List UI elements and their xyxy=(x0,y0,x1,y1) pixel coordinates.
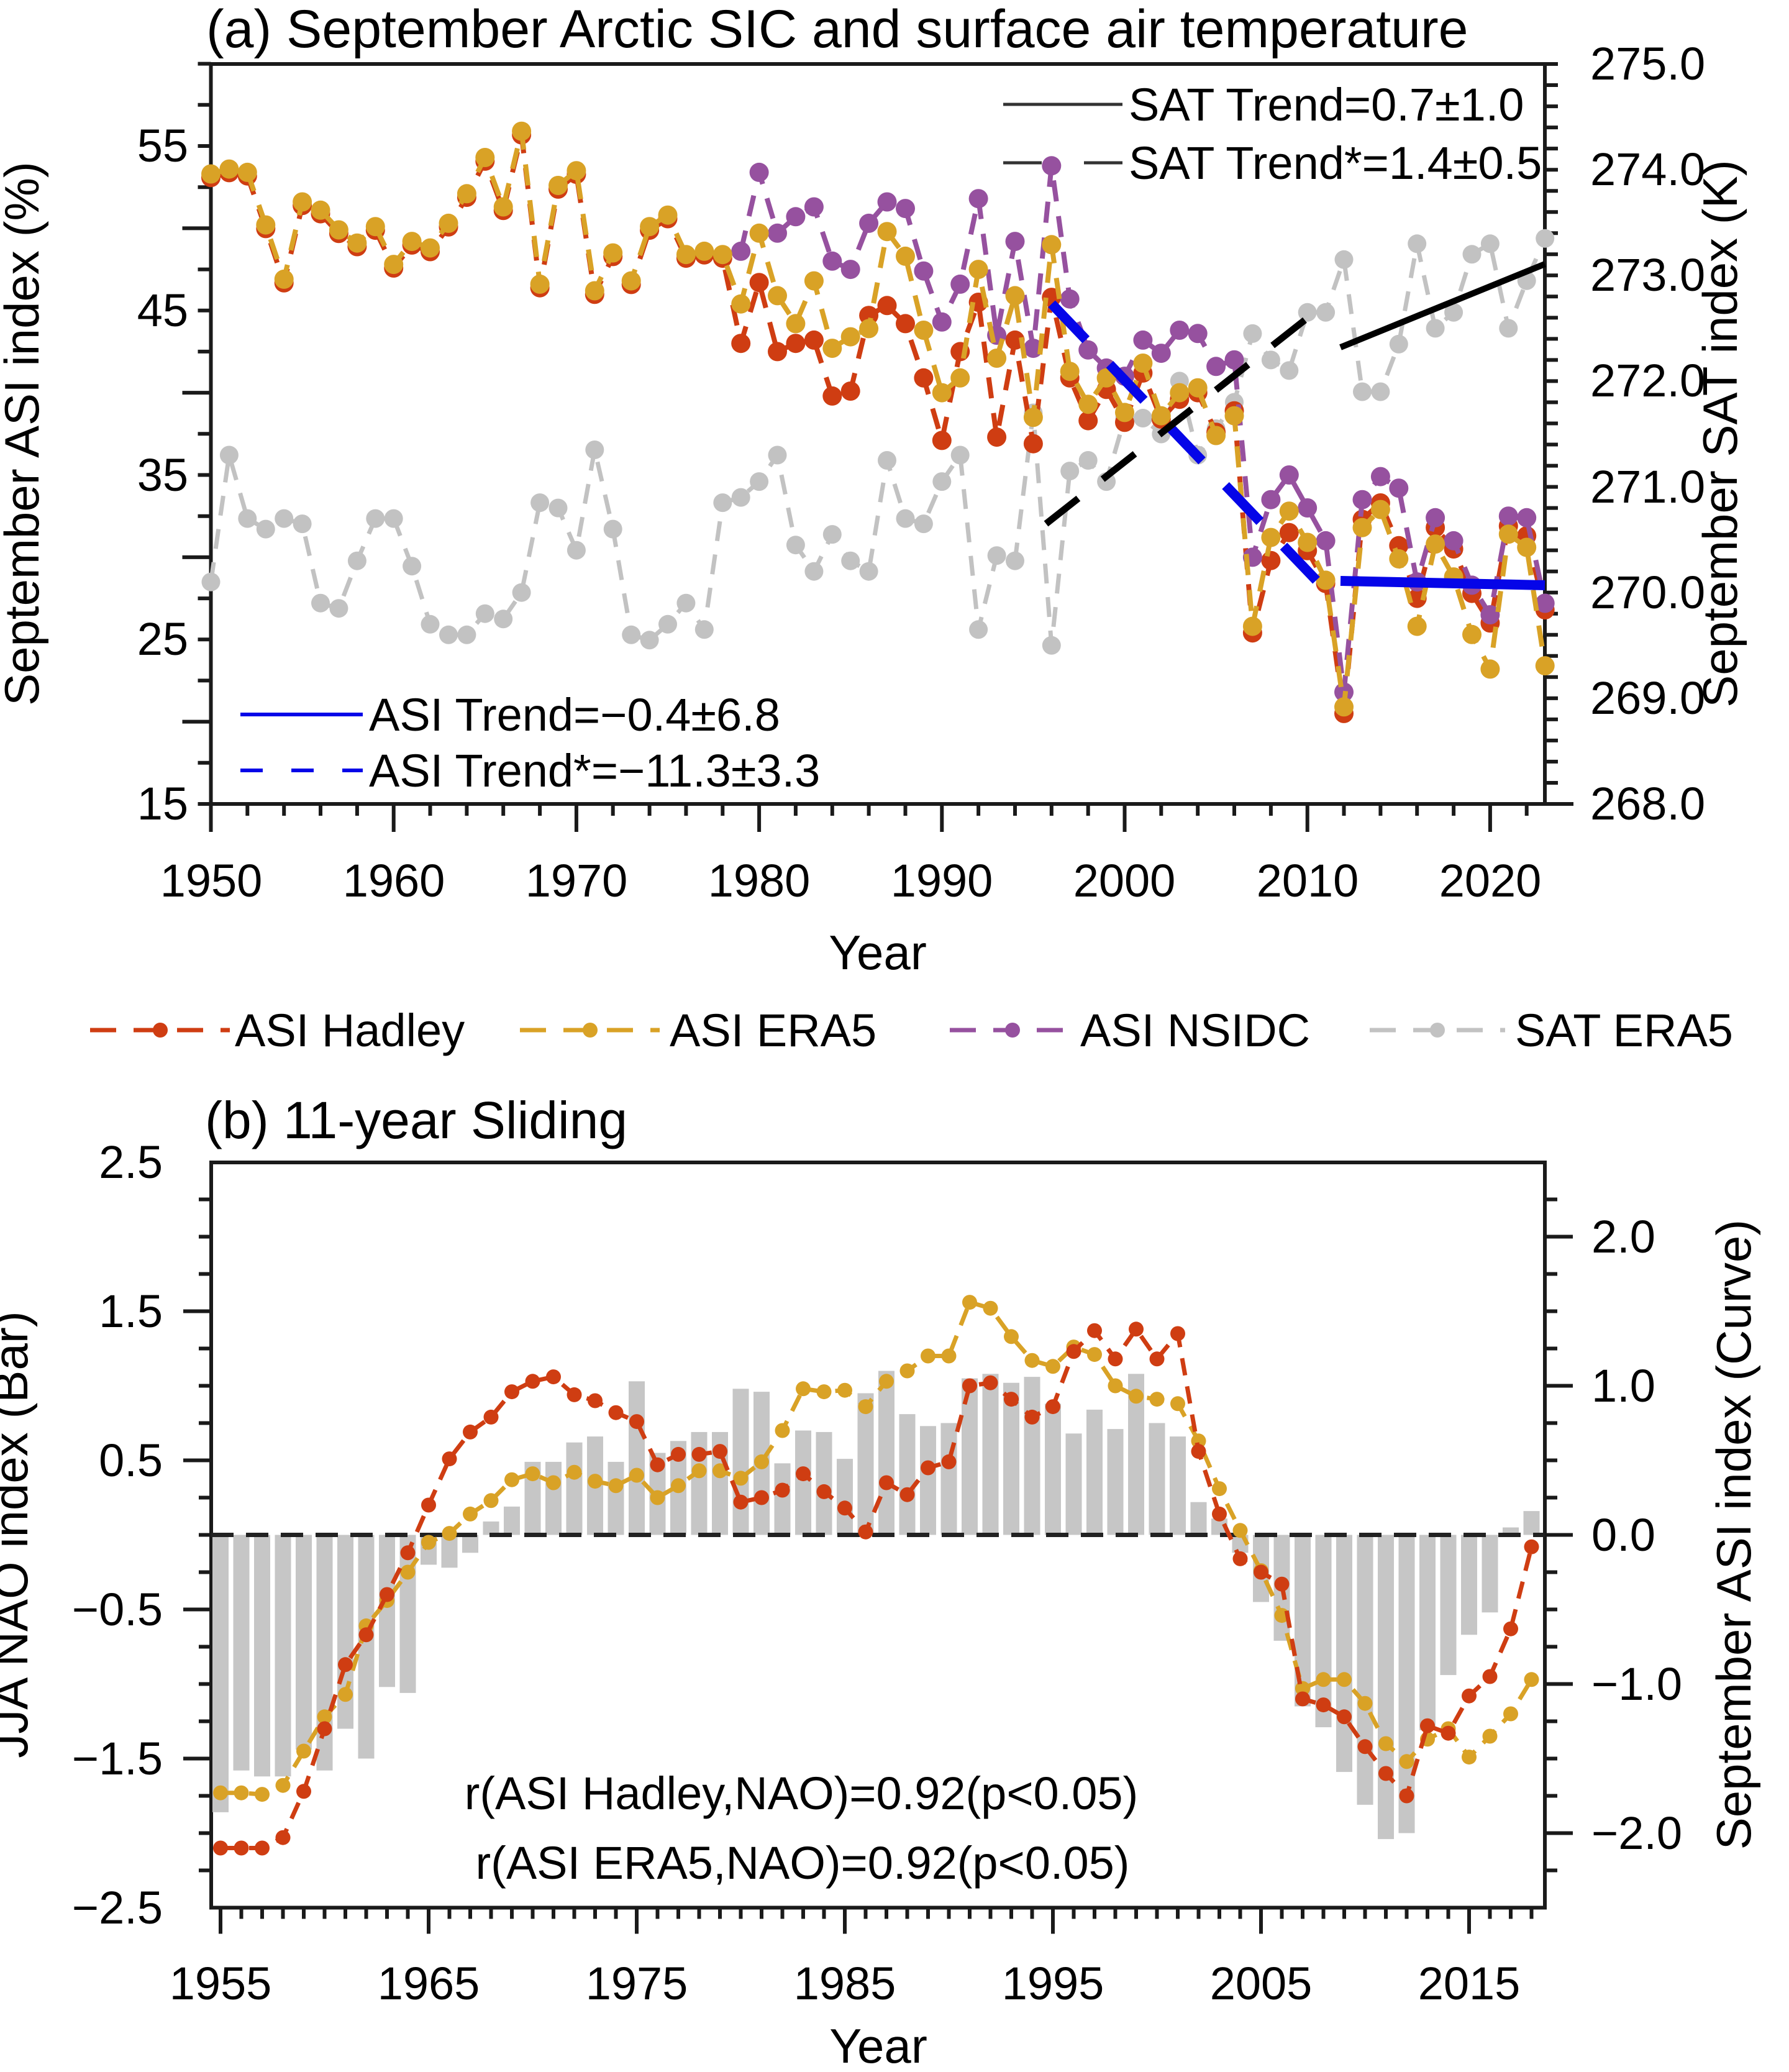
svg-text:JJA NAO index (Bar): JJA NAO index (Bar) xyxy=(0,1311,38,1758)
svg-text:275.0: 275.0 xyxy=(1590,38,1705,89)
svg-text:2.0: 2.0 xyxy=(1591,1211,1655,1262)
svg-text:270.0: 270.0 xyxy=(1590,567,1705,618)
svg-text:2015: 2015 xyxy=(1418,1958,1521,2009)
svg-text:0.0: 0.0 xyxy=(1591,1509,1655,1561)
svg-text:SAT Trend*=1.4±0.5: SAT Trend*=1.4±0.5 xyxy=(1129,137,1542,189)
svg-text:SAT ERA5: SAT ERA5 xyxy=(1515,1005,1733,1056)
svg-text:1960: 1960 xyxy=(343,855,445,906)
svg-text:−2.0: −2.0 xyxy=(1591,1807,1682,1859)
svg-text:2010: 2010 xyxy=(1257,855,1359,906)
svg-text:1990: 1990 xyxy=(891,855,993,906)
svg-text:r(ASI ERA5,NAO)=0.92(p<0.05): r(ASI ERA5,NAO)=0.92(p<0.05) xyxy=(476,1837,1130,1889)
svg-text:45: 45 xyxy=(137,285,188,336)
svg-text:273.0: 273.0 xyxy=(1590,249,1705,301)
svg-text:r(ASI Hadley,NAO)=0.92(p<0.05): r(ASI Hadley,NAO)=0.92(p<0.05) xyxy=(465,1768,1138,1819)
svg-text:35: 35 xyxy=(137,449,188,501)
svg-text:1950: 1950 xyxy=(160,855,263,906)
svg-text:ASI NSIDC: ASI NSIDC xyxy=(1080,1005,1310,1056)
svg-text:2005: 2005 xyxy=(1210,1958,1313,2009)
svg-text:1.5: 1.5 xyxy=(99,1285,163,1337)
svg-text:1995: 1995 xyxy=(1002,1958,1104,2009)
svg-text:−2.5: −2.5 xyxy=(72,1882,163,1933)
svg-text:268.0: 268.0 xyxy=(1590,778,1705,829)
svg-text:ASI ERA5: ASI ERA5 xyxy=(670,1005,876,1056)
svg-text:−1.0: −1.0 xyxy=(1591,1658,1682,1710)
svg-text:15: 15 xyxy=(137,778,188,829)
svg-text:55: 55 xyxy=(137,120,188,171)
svg-text:1955: 1955 xyxy=(170,1958,272,2009)
svg-text:2.5: 2.5 xyxy=(99,1136,163,1188)
svg-text:1985: 1985 xyxy=(794,1958,896,2009)
svg-text:ASI Trend*=−11.3±3.3: ASI Trend*=−11.3±3.3 xyxy=(369,745,820,796)
svg-text:25: 25 xyxy=(137,613,188,665)
svg-text:ASI Hadley: ASI Hadley xyxy=(235,1005,465,1056)
svg-text:1980: 1980 xyxy=(708,855,811,906)
svg-text:1.0: 1.0 xyxy=(1591,1360,1655,1412)
svg-text:September SAT index (K): September SAT index (K) xyxy=(1693,160,1747,708)
svg-text:1970: 1970 xyxy=(526,855,628,906)
svg-text:September ASI index (%): September ASI index (%) xyxy=(0,162,49,706)
svg-text:−1.5: −1.5 xyxy=(72,1733,163,1784)
svg-text:(a) September Arctic SIC and s: (a) September Arctic SIC and surface air… xyxy=(206,0,1468,59)
svg-text:2020: 2020 xyxy=(1439,855,1542,906)
svg-text:274.0: 274.0 xyxy=(1590,144,1705,195)
svg-text:271.0: 271.0 xyxy=(1590,461,1705,513)
svg-text:−0.5: −0.5 xyxy=(72,1584,163,1635)
svg-text:Year: Year xyxy=(829,925,927,980)
svg-text:269.0: 269.0 xyxy=(1590,672,1705,724)
svg-text:ASI Trend=−0.4±6.8: ASI Trend=−0.4±6.8 xyxy=(369,689,780,741)
svg-text:SAT Trend=0.7±1.0: SAT Trend=0.7±1.0 xyxy=(1129,79,1524,130)
svg-text:1975: 1975 xyxy=(586,1958,688,2009)
svg-text:1965: 1965 xyxy=(378,1958,480,2009)
svg-text:2000: 2000 xyxy=(1073,855,1176,906)
svg-text:0.5: 0.5 xyxy=(99,1435,163,1486)
svg-text:272.0: 272.0 xyxy=(1590,355,1705,406)
svg-text:(b) 11-year Sliding: (b) 11-year Sliding xyxy=(205,1091,627,1149)
svg-text:September ASI index (Curve): September ASI index (Curve) xyxy=(1706,1220,1761,1850)
svg-text:Year: Year xyxy=(829,2019,927,2072)
